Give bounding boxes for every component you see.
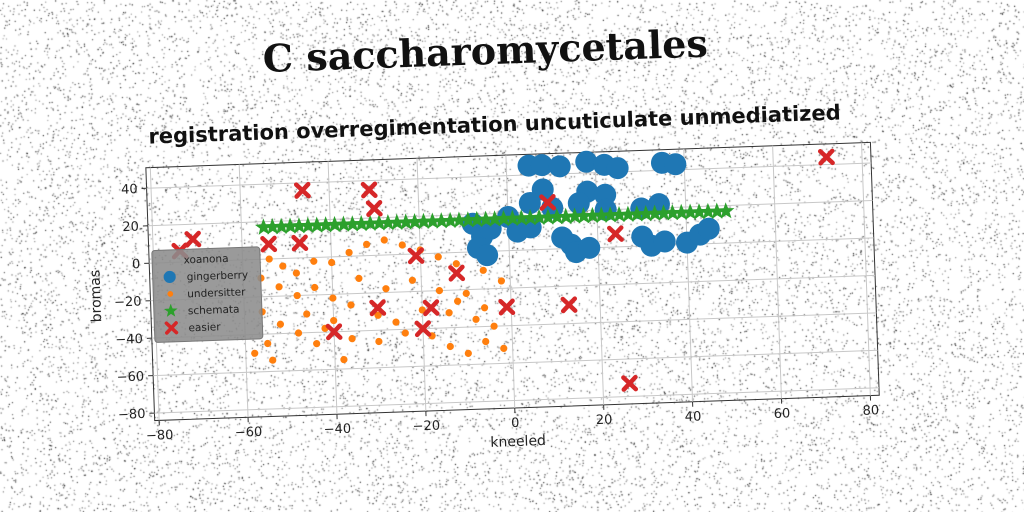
undersitter-point	[363, 241, 370, 248]
undersitter-point	[454, 297, 461, 304]
y-tick-label: 0	[132, 257, 141, 272]
x-tick-label: 0	[511, 416, 520, 431]
x-tick-label: 40	[685, 409, 702, 425]
y-tick-label: −40	[115, 332, 143, 348]
easier-point	[425, 302, 437, 314]
undersitter-point	[463, 290, 470, 297]
easier-point	[363, 184, 375, 196]
undersitter-point	[264, 340, 271, 347]
undersitter-point	[465, 350, 472, 357]
easier-point	[296, 184, 308, 196]
undersitter-point	[481, 304, 488, 311]
legend-label: gingerberry	[186, 269, 248, 283]
undersitter-point	[328, 259, 335, 266]
undersitter-point	[399, 241, 406, 248]
undersitter-point	[482, 338, 489, 345]
x-grid-line	[417, 158, 426, 411]
easier-point	[294, 237, 306, 249]
y-tick-label: 40	[121, 182, 138, 198]
undersitter-point	[293, 269, 300, 276]
easier-point	[368, 202, 380, 214]
x-tick-label: 20	[596, 413, 613, 429]
easier-point	[187, 233, 199, 245]
undersitter-point	[277, 321, 284, 328]
undersitter-point	[269, 356, 276, 363]
x-tick-label: 60	[773, 406, 790, 422]
y-tick-label: −80	[118, 407, 146, 423]
undersitter-point	[375, 338, 382, 345]
y-grid-line	[154, 388, 879, 413]
x-tick-label: −20	[412, 419, 440, 435]
undersitter-point	[500, 345, 507, 352]
data-marks	[171, 142, 840, 405]
y-tick-label: −20	[114, 295, 142, 311]
undersitter-point	[279, 262, 286, 269]
y-axis-label: bromas	[87, 270, 105, 323]
easier-point	[609, 228, 621, 240]
undersitter-point	[381, 236, 388, 243]
legend-label: undersitter	[187, 286, 246, 300]
legend-title: xoanona	[183, 253, 228, 267]
undersitter-point	[348, 335, 355, 342]
x-tick-label: −60	[235, 425, 263, 441]
undersitter-point	[436, 287, 443, 294]
undersitter-point	[265, 255, 272, 262]
chart-title: registration overregimentation uncuticul…	[148, 100, 841, 148]
undersitter-point	[251, 350, 258, 357]
undersitter-point	[402, 329, 409, 336]
y-grid-line	[147, 163, 872, 188]
legend: xoanona gingerberry undersitter schemata ea…	[152, 247, 263, 343]
undersitter-point	[445, 309, 452, 316]
x-tick-label: −40	[324, 422, 352, 438]
undersitter-point	[472, 316, 479, 323]
undersitter-point	[303, 310, 310, 317]
x-grid-line	[328, 161, 337, 414]
easier-point	[262, 238, 274, 250]
legend-label: easier	[188, 321, 221, 334]
undersitter-point	[498, 277, 505, 284]
undersitter-point	[347, 301, 354, 308]
x-tick-label: −80	[146, 428, 174, 444]
undersitter-point	[355, 275, 362, 282]
undersitter-point	[392, 318, 399, 325]
undersitter-point	[275, 283, 282, 290]
undersitter-point	[293, 292, 300, 299]
y-tick-label: −60	[116, 369, 144, 385]
undersitter-point	[329, 294, 336, 301]
easier-point	[563, 299, 575, 311]
easier-point	[450, 267, 462, 279]
undersitter-point	[490, 322, 497, 329]
undersitter-point	[447, 343, 454, 350]
undersitter-point	[480, 267, 487, 274]
legend-label: schemata	[188, 304, 240, 318]
undersitter-point	[435, 253, 442, 260]
undersitter-point	[310, 258, 317, 265]
y-tick-label: 20	[122, 220, 139, 236]
undersitter-point	[345, 249, 352, 256]
undersitter-point	[382, 285, 389, 292]
y-grid-line	[153, 350, 878, 375]
undersitter-point	[453, 260, 460, 267]
undersitter-point	[313, 340, 320, 347]
x-grid-line	[862, 143, 871, 396]
easier-point	[820, 151, 832, 163]
x-grid-line	[684, 149, 693, 402]
undersitter-point	[330, 317, 337, 324]
easier-point	[623, 377, 635, 389]
x-tick-label: 80	[862, 403, 879, 419]
undersitter-point	[311, 284, 318, 291]
x-grid-line	[506, 155, 515, 408]
undersitter-point	[409, 277, 416, 284]
undersitter-point	[295, 329, 302, 336]
x-grid-line	[773, 146, 782, 399]
series-easier	[171, 151, 840, 405]
undersitter-point	[340, 356, 347, 363]
x-axis-label: kneeled	[490, 433, 546, 451]
